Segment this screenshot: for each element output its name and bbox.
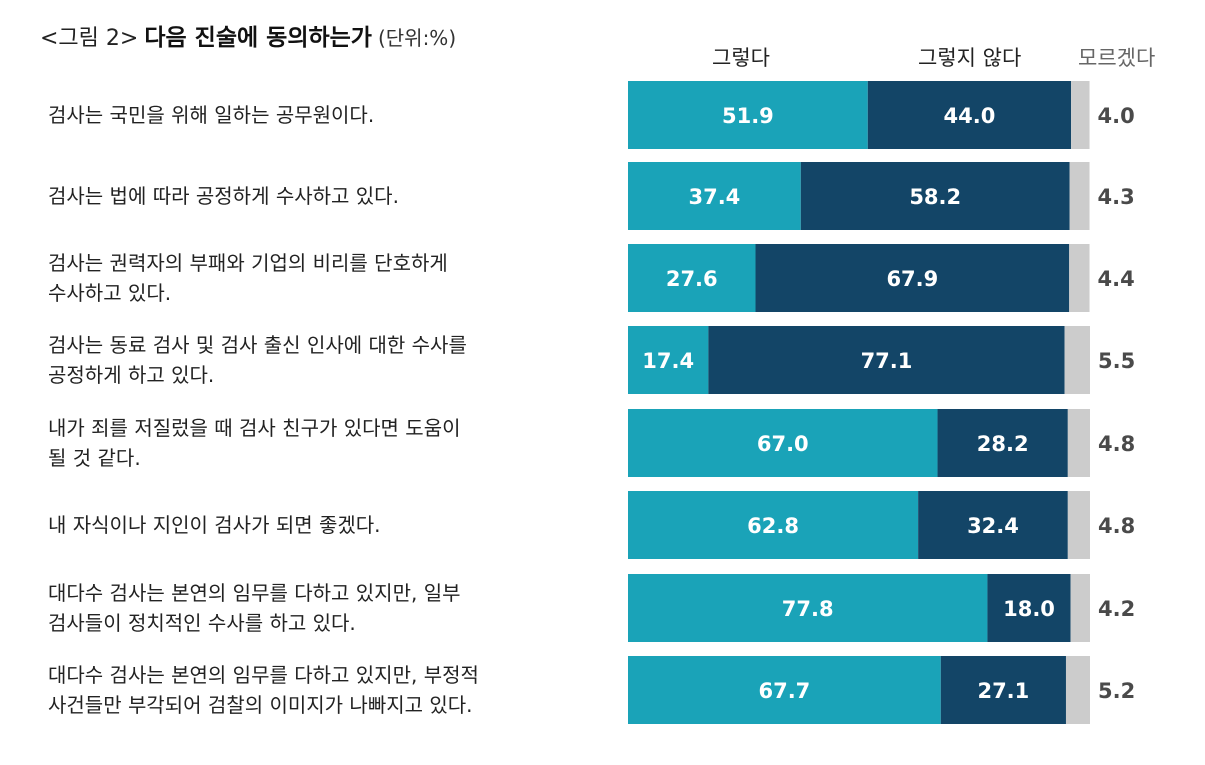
row-label: 내가 죄를 저질렀을 때 검사 친구가 있다면 도움이 될 것 같다. (48, 416, 461, 470)
dont-know-segment (1067, 491, 1090, 559)
dont-know-value-label: 5.2 (1098, 679, 1135, 703)
dont-know-value-label: 4.8 (1098, 432, 1135, 456)
disagree-segment (937, 409, 1068, 477)
disagree-segment (987, 574, 1071, 642)
segment-value-label: 18.0 (1003, 597, 1055, 621)
segment-value-label: 58.2 (909, 185, 961, 209)
row-label: 검사는 법에 따라 공정하게 수사하고 있다. (48, 184, 399, 208)
row-label: 내 자식이나 지인이 검사가 되면 좋겠다. (48, 513, 381, 537)
disagree-segment (755, 244, 1070, 312)
dont-know-segment (1065, 656, 1090, 724)
dont-know-value-label: 4.4 (1098, 267, 1135, 291)
dont-know-value-label: 5.5 (1098, 349, 1135, 373)
legend-dont-know: 모르겠다 (1078, 46, 1156, 70)
disagree-segment (708, 326, 1065, 394)
dont-know-value-label: 4.3 (1098, 185, 1135, 209)
segment-value-label: 28.2 (977, 432, 1029, 456)
dont-know-segment (1071, 81, 1090, 149)
row-label: 검사는 동료 검사 및 검사 출신 인사에 대한 수사를 공정하게 하고 있다. (48, 333, 467, 387)
disagree-segment (867, 81, 1072, 149)
legend-disagree: 그렇지 않다 (918, 46, 1022, 70)
chart-title: <그림 2> 다음 진술에 동의하는가 (단위:%) (40, 18, 456, 58)
agree-segment (628, 244, 756, 312)
agree-segment (628, 491, 919, 559)
agree-segment (628, 656, 941, 724)
dont-know-segment (1069, 162, 1090, 230)
row-label: 검사는 권력자의 부패와 기업의 비리를 단호하게 수사하고 있다. (48, 251, 448, 305)
agree-segment (628, 162, 801, 230)
agree-segment (628, 574, 988, 642)
row-label: 검사는 국민을 위해 일하는 공무원이다. (48, 103, 375, 127)
agree-segment (628, 409, 938, 477)
dont-know-segment (1070, 574, 1090, 642)
segment-value-label: 67.7 (758, 679, 810, 703)
legend-agree: 그렇다 (712, 46, 770, 70)
segment-value-label: 27.6 (666, 267, 718, 291)
segment-value-label: 51.9 (722, 104, 774, 128)
segment-value-label: 37.4 (688, 185, 740, 209)
row-label: 대다수 검사는 본연의 임무를 다하고 있지만, 부정적 사건들만 부각되어 검… (48, 663, 479, 717)
dont-know-segment (1069, 244, 1090, 312)
segment-value-label: 62.8 (747, 514, 799, 538)
figure-number: <그림 2> (40, 26, 139, 51)
row-label: 대다수 검사는 본연의 임무를 다하고 있지만, 일부 검사들이 정치적인 수사… (48, 581, 461, 635)
segment-value-label: 77.8 (782, 597, 834, 621)
segment-value-label: 44.0 (944, 104, 996, 128)
agree-segment (628, 326, 709, 394)
disagree-segment (940, 656, 1066, 724)
segment-value-label: 67.0 (757, 432, 809, 456)
dont-know-segment (1064, 326, 1090, 394)
unit-label: (단위:%) (377, 26, 457, 50)
segment-value-label: 27.1 (977, 679, 1029, 703)
dont-know-value-label: 4.8 (1098, 514, 1135, 538)
dont-know-value-label: 4.2 (1098, 597, 1135, 621)
title-main: 다음 진술에 동의하는가 (144, 25, 372, 51)
segment-value-label: 32.4 (967, 514, 1019, 538)
agree-segment (628, 81, 868, 149)
segment-value-label: 17.4 (642, 349, 694, 373)
dont-know-segment (1067, 409, 1090, 477)
segment-value-label: 77.1 (861, 349, 913, 373)
disagree-segment (800, 162, 1070, 230)
dont-know-value-label: 4.0 (1098, 104, 1135, 128)
disagree-segment (918, 491, 1068, 559)
segment-value-label: 67.9 (886, 267, 938, 291)
